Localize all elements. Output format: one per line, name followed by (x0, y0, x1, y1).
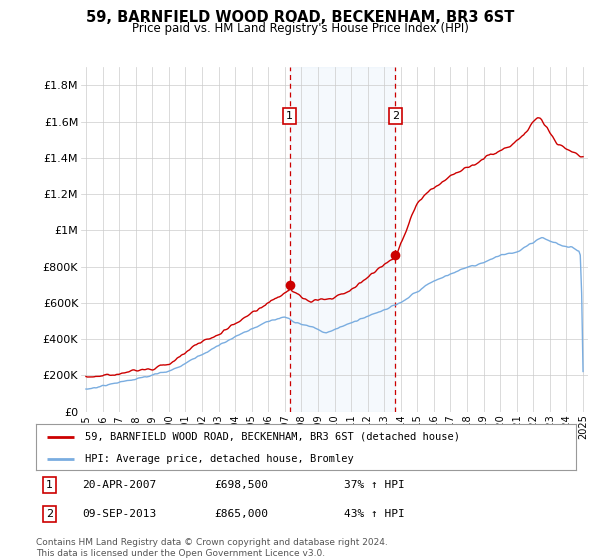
Text: Contains HM Land Registry data © Crown copyright and database right 2024.
This d: Contains HM Land Registry data © Crown c… (36, 538, 388, 558)
Text: 1: 1 (46, 480, 53, 491)
Text: 59, BARNFIELD WOOD ROAD, BECKENHAM, BR3 6ST: 59, BARNFIELD WOOD ROAD, BECKENHAM, BR3 … (86, 10, 514, 25)
Text: 37% ↑ HPI: 37% ↑ HPI (344, 480, 404, 491)
Text: 09-SEP-2013: 09-SEP-2013 (82, 509, 156, 519)
Text: 2: 2 (46, 509, 53, 519)
Text: HPI: Average price, detached house, Bromley: HPI: Average price, detached house, Brom… (85, 454, 353, 464)
Text: £865,000: £865,000 (214, 509, 268, 519)
Text: 59, BARNFIELD WOOD ROAD, BECKENHAM, BR3 6ST (detached house): 59, BARNFIELD WOOD ROAD, BECKENHAM, BR3 … (85, 432, 460, 442)
Text: Price paid vs. HM Land Registry's House Price Index (HPI): Price paid vs. HM Land Registry's House … (131, 22, 469, 35)
Text: 43% ↑ HPI: 43% ↑ HPI (344, 509, 404, 519)
Text: £698,500: £698,500 (214, 480, 268, 491)
Text: 2: 2 (392, 111, 399, 121)
Bar (290, 67, 395, 412)
Text: 1: 1 (286, 111, 293, 121)
Text: 20-APR-2007: 20-APR-2007 (82, 480, 156, 491)
